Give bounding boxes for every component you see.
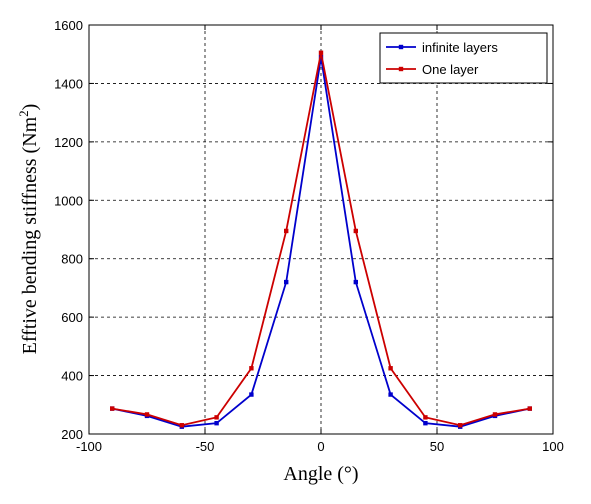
x-tick-label: 0 [317, 439, 324, 454]
data-point [423, 420, 428, 426]
series-layer [110, 50, 532, 429]
data-point [249, 366, 254, 371]
legend: infinite layers One layer [379, 32, 548, 84]
data-point [458, 423, 463, 428]
legend-item: One layer [386, 62, 479, 77]
data-point [144, 412, 150, 417]
data-point [284, 279, 289, 285]
y-tick-label: 800 [61, 252, 83, 267]
legend-item: infinite layers [386, 40, 498, 55]
data-point [214, 415, 219, 420]
data-point [110, 406, 115, 411]
x-axis-title: Angle (°) [283, 463, 358, 485]
data-point [249, 392, 254, 397]
data-point [318, 50, 324, 55]
data-point [492, 412, 498, 417]
data-point [388, 392, 393, 397]
x-tick-label: -50 [196, 439, 215, 454]
y-tick-label: 1000 [54, 193, 83, 208]
data-point [388, 366, 393, 371]
data-point [214, 420, 219, 426]
data-point [353, 279, 358, 285]
y-tick-label: 400 [61, 369, 83, 384]
y-tick-label: 600 [61, 310, 83, 325]
legend-label: infinite layers [422, 40, 498, 55]
y-axis-title-text: Efftive bending stiffness (Nm [19, 116, 41, 354]
series-one-layer [110, 50, 532, 428]
y-tick-label: 1400 [54, 76, 83, 91]
legend-label: One layer [422, 62, 479, 77]
data-point [179, 423, 184, 428]
y-axis-title-close: ) [19, 104, 41, 111]
y-tick-label: 1600 [54, 18, 83, 33]
legend-swatch-marker [398, 44, 404, 50]
x-tick-label: -100 [76, 439, 102, 454]
y-tick-label: 1200 [54, 135, 83, 150]
x-axis-ticks: -100 -50 0 50 100 [76, 25, 564, 454]
data-point [423, 415, 428, 420]
legend-box [379, 32, 548, 84]
y-axis-title-superscript: 2 [16, 110, 31, 117]
data-point [353, 228, 358, 234]
x-tick-label: 100 [542, 439, 564, 454]
data-point [527, 406, 532, 411]
legend-swatch-marker [398, 66, 404, 72]
y-axis-title: Efftive bending stiffness (Nm2) [16, 104, 41, 355]
y-tick-label: 200 [61, 427, 83, 442]
y-axis-ticks: 200 400 600 800 1000 1200 1400 1600 [54, 18, 553, 442]
data-point [284, 228, 289, 234]
x-tick-label: 50 [430, 439, 444, 454]
